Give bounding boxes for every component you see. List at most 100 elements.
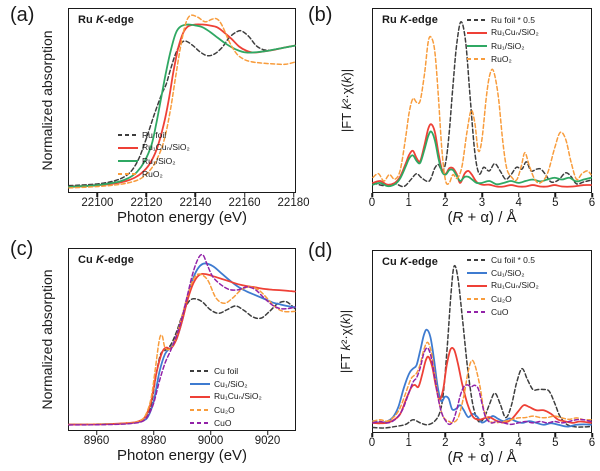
legend-label: CuO <box>214 417 232 428</box>
legend-label: Cu₁/SiO₂ <box>491 267 525 278</box>
legend-item-cuo: CuO <box>190 416 262 429</box>
legend-item-ru-cu-sio: Ru₁Cuₙ/SiO₂ <box>467 26 539 39</box>
panel-a-label: (a) <box>10 4 35 26</box>
x-tick-label: 2 <box>442 437 449 449</box>
plot-title-text: -edge <box>408 256 438 268</box>
panel-c-plot-area: Cu K-edge Cu foil Cu₁/SiO₂ Ru₁Cuₙ/SiO₂ Cu₂O… <box>68 248 296 431</box>
x-tick-mark <box>371 193 373 197</box>
x-tick-mark <box>444 193 447 197</box>
y-axis-label-text: |FT <box>338 350 353 374</box>
legend-line-sample <box>118 146 138 149</box>
x-tick-mark <box>152 431 155 435</box>
x-tick-mark <box>554 433 557 437</box>
legend-label: Ru foil * 0.5 <box>491 14 535 25</box>
panel-d-curves <box>372 264 592 429</box>
x-tick-mark <box>194 193 197 197</box>
panel-c-x-axis-label: Photon energy (eV) <box>68 447 296 464</box>
panel-c-label: (c) <box>10 238 34 260</box>
y-axis-label-text: k <box>338 317 353 325</box>
legend-item-cu-sio: Cu₁/SiO₂ <box>467 266 539 279</box>
y-axis-label-text: k <box>338 343 353 351</box>
legend-label: Ru₁/SiO₂ <box>142 155 176 166</box>
x-tick-label: 6 <box>588 197 596 209</box>
x-tick-label: 22120 <box>130 197 163 209</box>
x-tick-mark <box>407 433 410 437</box>
legend-item-cu-o: Cu₂O <box>190 403 262 416</box>
curve-cuo <box>372 347 592 426</box>
legend-line-sample <box>467 297 487 300</box>
panel-b-x-ticks: 0 1 2 3 4 5 6 <box>369 193 596 217</box>
panel-a-y-axis-label: Normalized absorption <box>39 8 56 193</box>
legend-item-ru-foil: Ru foil <box>118 128 190 141</box>
x-tick-mark <box>554 193 557 197</box>
x-tick-label: 9020 <box>254 435 281 447</box>
x-tick-label: 22160 <box>228 197 261 209</box>
x-tick-label: 22180 <box>277 197 310 209</box>
panel-c-curves <box>68 253 296 426</box>
curve-cu-o <box>372 341 592 424</box>
legend-item-ru-cu-sio: Ru₁Cuₙ/SiO₂ <box>190 390 262 403</box>
legend-label: RuO₂ <box>142 168 163 179</box>
legend-label: Ru₁/SiO₂ <box>491 40 525 51</box>
legend-label: Ru₁Cuₙ/SiO₂ <box>491 27 539 37</box>
legend-label: Cu foil <box>214 365 239 376</box>
plot-title-text: -edge <box>104 254 134 266</box>
x-tick-label: 4 <box>515 197 522 209</box>
x-tick-label: 1 <box>405 437 412 449</box>
plot-title-text: Ru <box>78 14 97 26</box>
legend-line-sample <box>467 44 487 47</box>
x-axis-label-text: ( <box>447 209 453 226</box>
x-axis-label-text: R <box>452 209 464 226</box>
panel-d-legend: Cu foil * 0.5 Cu₁/SiO₂ Ru₁Cuₙ/SiO₂ Cu₂O CuO <box>467 253 539 318</box>
x-tick-label: 8980 <box>140 435 167 447</box>
x-tick-mark <box>444 433 447 437</box>
y-axis-label-text: ²·χ( <box>338 324 353 344</box>
plot-title-text: K <box>400 14 409 26</box>
plot-title-text: Cu <box>78 254 97 266</box>
x-tick-mark <box>266 431 269 435</box>
panel-a-legend: Ru foil Ru₁Cuₙ/SiO₂ Ru₁/SiO₂ RuO₂ <box>118 128 190 180</box>
legend-line-sample <box>467 271 487 274</box>
panel-b-x-axis-label: (R + α) / Å <box>372 209 592 226</box>
panel-a-x-axis-label: Photon energy (eV) <box>68 209 296 226</box>
x-axis-label-text: Photon energy (eV) <box>116 209 248 226</box>
x-tick-label: 0 <box>368 437 376 449</box>
panel-c-title: Cu K-edge <box>78 254 134 266</box>
legend-item-ru-cu-sio: Ru₁Cuₙ/SiO₂ <box>467 279 539 292</box>
legend-line-sample <box>467 18 487 21</box>
x-tick-mark <box>371 433 373 437</box>
curve-ru-cu-sio <box>372 346 592 425</box>
legend-line-sample <box>190 421 210 424</box>
panel-c-legend: Cu foil Cu₁/SiO₂ Ru₁Cuₙ/SiO₂ Cu₂O CuO <box>190 364 262 429</box>
legend-line-sample <box>190 382 210 385</box>
plot-title-text: K <box>96 14 105 26</box>
x-tick-label: 9000 <box>197 435 224 447</box>
legend-item-cu-foil: Cu foil <box>190 364 262 377</box>
x-tick-mark <box>96 193 99 197</box>
legend-item-ruo: RuO₂ <box>118 167 190 180</box>
legend-label: RuO₂ <box>491 53 512 64</box>
x-tick-label: 2 <box>442 197 449 209</box>
legend-item-cu-sio: Cu₁/SiO₂ <box>190 377 262 390</box>
panel-a-plot-area: Ru K-edge Ru foil Ru₁Cuₙ/SiO₂ Ru₁/SiO₂ RuO₂ <box>68 8 296 193</box>
plot-title-text: -edge <box>104 14 134 26</box>
panel-b-title: Ru K-edge <box>382 14 438 26</box>
panel-d-x-axis-label: (R + α) / Å <box>372 449 592 466</box>
y-axis-label-text: |FT <box>339 109 354 133</box>
x-axis-label-text: + α) / Å <box>463 209 517 226</box>
curve-ruo <box>68 14 296 189</box>
x-tick-label: 3 <box>478 437 486 449</box>
x-tick-mark <box>517 433 520 437</box>
legend-label: Ru₁Cuₙ/SiO₂ <box>214 391 262 401</box>
legend-item-ru-foil-0-5: Ru foil * 0.5 <box>467 13 539 26</box>
legend-line-sample <box>467 310 487 313</box>
panel-b-y-axis-label: |FT k²·χ(k)| <box>338 8 355 193</box>
legend-item-cu-o: Cu₂O <box>467 292 539 305</box>
x-tick-label: 1 <box>405 197 412 209</box>
legend-label: CuO <box>491 306 509 317</box>
panel-b-plot-area: Ru K-edge Ru foil * 0.5 Ru₁Cuₙ/SiO₂ Ru₁/Si… <box>372 8 592 193</box>
legend-item-cuo: CuO <box>467 305 539 318</box>
legend-item-ru-sio: Ru₁/SiO₂ <box>118 154 190 167</box>
x-axis-label-text: R <box>452 449 464 466</box>
x-tick-label: 8960 <box>83 435 110 447</box>
